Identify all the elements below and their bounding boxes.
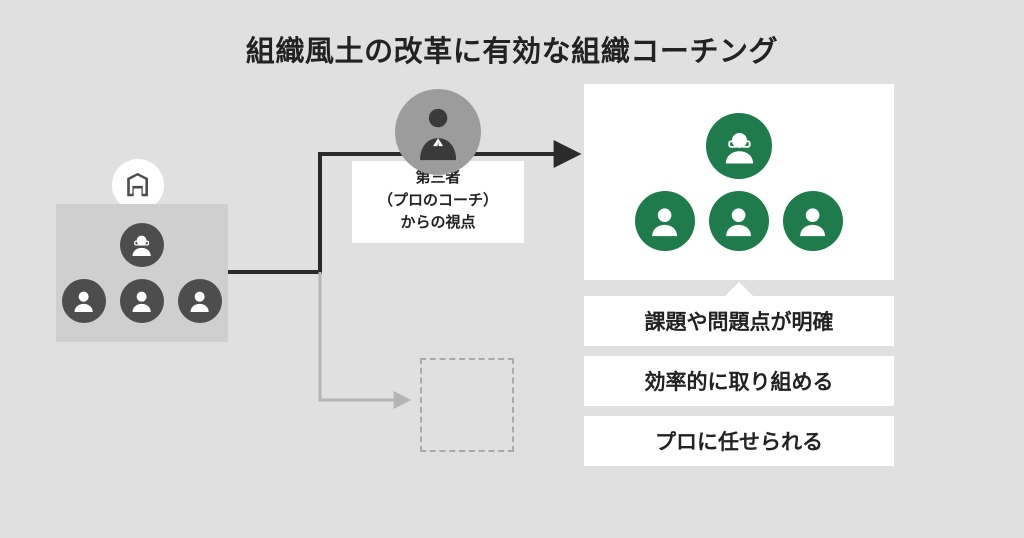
member-avatar	[120, 279, 164, 323]
member-avatar	[178, 279, 222, 323]
leader-avatar-coached	[706, 113, 772, 179]
member-avatar-coached	[783, 191, 843, 251]
placeholder-box	[420, 358, 514, 452]
page-title: 組織風土の改革に有効な組織コーチング	[0, 28, 1024, 70]
arrow-weak	[320, 272, 408, 400]
member-row-coached	[635, 191, 843, 251]
callout-pointer	[725, 282, 753, 296]
member-avatar-coached	[635, 191, 695, 251]
member-avatar	[62, 279, 106, 323]
benefit-item: プロに任せられる	[584, 416, 894, 466]
coach-label-line: からの視点	[360, 212, 516, 235]
coach-avatar	[395, 89, 481, 175]
benefit-item: 課題や問題点が明確	[584, 296, 894, 346]
org-current	[56, 204, 228, 342]
benefit-item: 効率的に取り組める	[584, 356, 894, 406]
coach-label-line: （プロのコーチ）	[360, 190, 516, 213]
diagram-stage: { "title": { "text": "組織風土の改革に有効な組織コーチング…	[0, 0, 1024, 538]
member-avatar-coached	[709, 191, 769, 251]
leader-avatar	[120, 223, 164, 267]
org-coached	[584, 84, 894, 280]
coach-block: 第三者（プロのコーチ）からの視点	[360, 89, 516, 243]
member-row	[62, 279, 222, 323]
benefits-list: 課題や問題点が明確効率的に取り組めるプロに任せられる	[584, 296, 894, 466]
